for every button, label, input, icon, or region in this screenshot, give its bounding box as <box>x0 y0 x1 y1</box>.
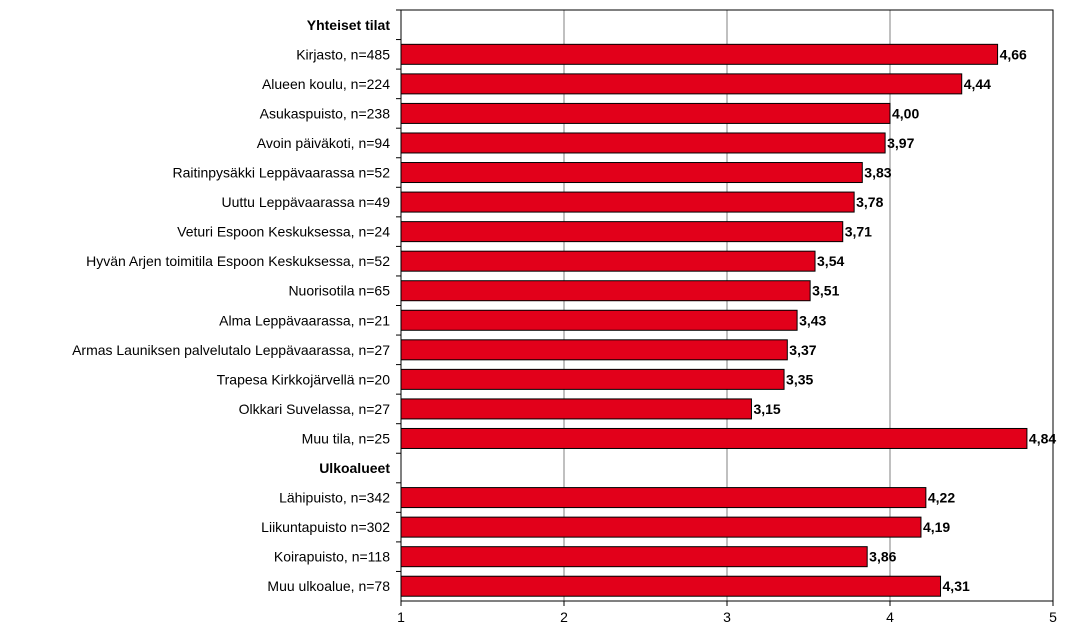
bar <box>400 398 752 420</box>
x-tick-label: 1 <box>397 609 405 625</box>
category-label: Raitinpysäkki Leppävaarassa n=52 <box>172 165 390 181</box>
category-label: Olkkari Suvelassa, n=27 <box>239 401 391 417</box>
value-label: 3,15 <box>753 401 780 417</box>
value-label: 3,37 <box>789 342 816 358</box>
value-label: 4,84 <box>1029 430 1056 446</box>
bar <box>400 250 816 272</box>
value-label: 3,97 <box>887 135 914 151</box>
bar <box>400 162 863 184</box>
value-label: 4,66 <box>1000 46 1027 62</box>
value-label: 3,86 <box>869 549 896 565</box>
value-labels: 4,66 4,44 4,00 3,97 3,83 3,78 3,713,54 3,51 3,43… <box>753 46 1056 594</box>
bar <box>400 73 963 95</box>
category-label: Trapesa Kirkkojärvellä n=20 <box>217 371 391 387</box>
group-header: Ulkoalueet <box>319 460 390 476</box>
x-tick-label: 2 <box>560 609 568 625</box>
value-label: 3,51 <box>812 283 839 299</box>
bar <box>400 427 1028 449</box>
bar <box>400 516 922 538</box>
category-label: Muu ulkoalue, n=78 <box>267 578 390 594</box>
bar <box>400 487 927 509</box>
category-label: Veturi Espoon Keskuksessa, n=24 <box>177 224 390 240</box>
bar <box>400 43 999 65</box>
category-label: Koirapuisto, n=118 <box>274 549 390 565</box>
x-tick-label: 5 <box>1049 609 1057 625</box>
category-label: Alueen koulu, n=224 <box>262 76 390 92</box>
value-label: 3,78 <box>856 194 883 210</box>
value-label: 4,22 <box>928 490 955 506</box>
category-label: Asukaspuisto, n=238 <box>260 105 391 121</box>
value-label: 4,44 <box>964 76 991 92</box>
bar <box>400 102 891 124</box>
category-label: Alma Leppävaarassa, n=21 <box>219 312 390 328</box>
bar <box>400 575 942 597</box>
value-label: 4,19 <box>923 519 950 535</box>
category-label: Lähipuisto, n=342 <box>279 490 390 506</box>
category-label: Armas Launiksen palvelutalo Leppävaarass… <box>72 342 390 358</box>
x-tick-label: 3 <box>723 609 731 625</box>
category-label: Uuttu Leppävaarassa n=49 <box>221 194 390 210</box>
value-label: 4,00 <box>892 105 919 121</box>
category-label: Muu tila, n=25 <box>302 430 391 446</box>
category-labels: Yhteiset tilat Kirjasto, n=485 Alueen koul… <box>72 9 401 594</box>
value-label: 3,35 <box>786 371 813 387</box>
bar <box>400 546 868 568</box>
bar <box>400 221 844 243</box>
x-axis: 1 2 3 4 5 <box>397 601 1057 625</box>
bar <box>400 191 855 213</box>
gridlines <box>563 10 891 601</box>
bars <box>400 43 1028 597</box>
category-label: Nuorisotila n=65 <box>288 283 390 299</box>
bar <box>400 280 811 302</box>
group-header: Yhteiset tilat <box>307 17 391 33</box>
bar <box>400 339 788 361</box>
bar <box>400 368 785 390</box>
category-label: Liikuntapuisto n=302 <box>261 519 390 535</box>
x-tick-label: 4 <box>886 609 894 625</box>
bar <box>400 309 798 331</box>
value-label: 3,43 <box>799 312 826 328</box>
value-label: 3,83 <box>864 165 891 181</box>
value-label: 3,71 <box>845 224 872 240</box>
category-label: Kirjasto, n=485 <box>296 46 390 62</box>
bar <box>400 132 886 154</box>
category-label: Avoin päiväkoti, n=94 <box>257 135 390 151</box>
value-label: 3,54 <box>817 253 844 269</box>
category-label: Hyvän Arjen toimitila Espoon Keskuksessa… <box>86 253 390 269</box>
value-label: 4,31 <box>943 578 970 594</box>
